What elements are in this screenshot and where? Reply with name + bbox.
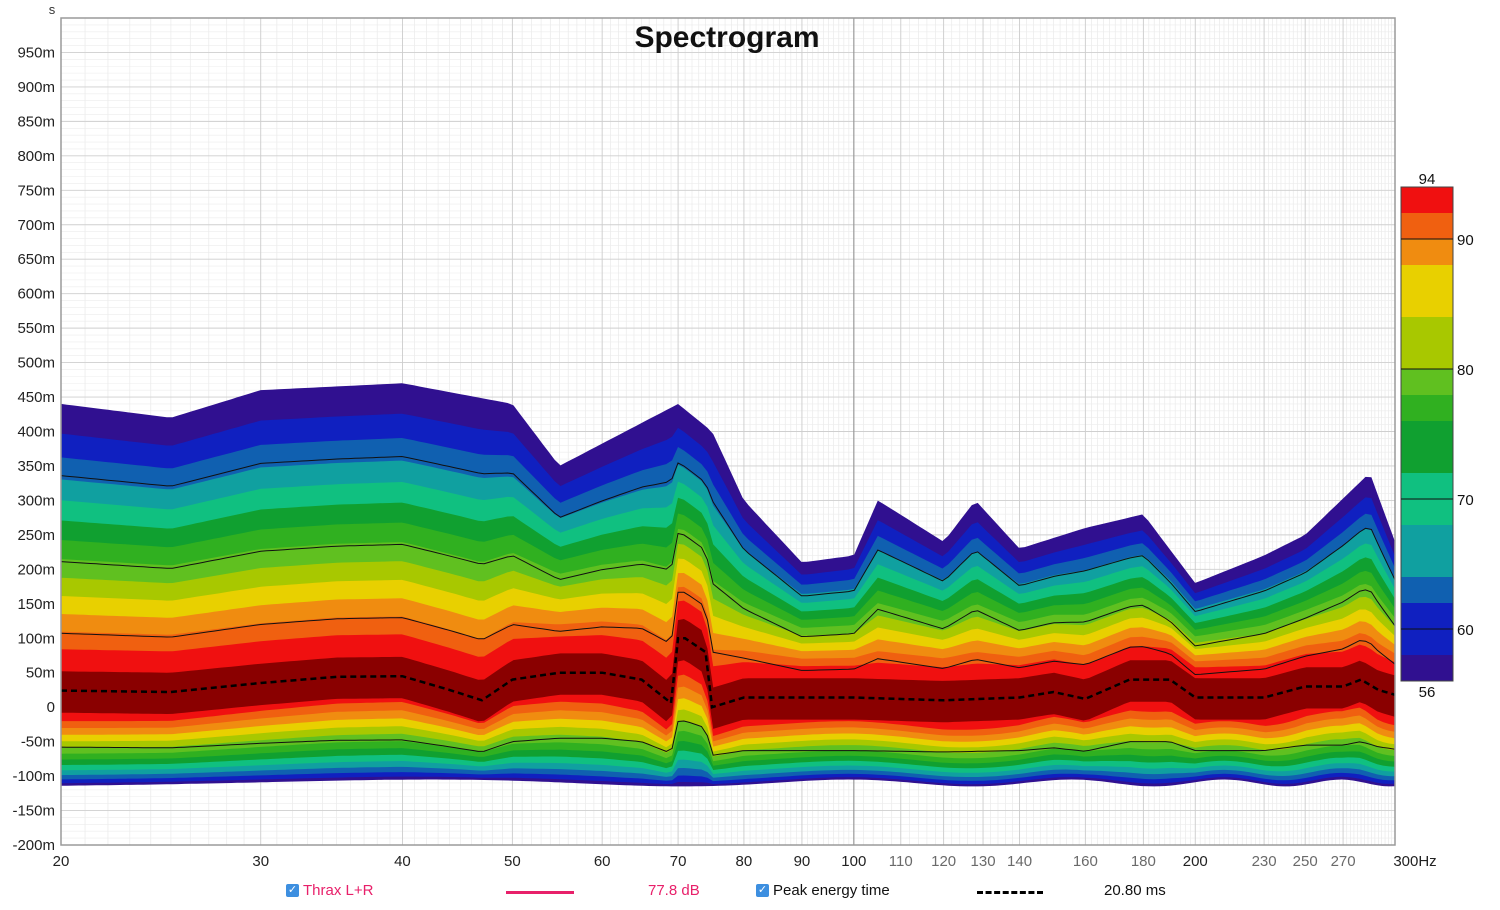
y-tick-label: 950m [17, 44, 55, 61]
colorbar-max-label: 94 [1419, 171, 1436, 188]
y-unit-label: s [49, 2, 56, 17]
x-tick-label: 160 [1073, 853, 1098, 870]
y-tick-label: 800m [17, 148, 55, 165]
measurement-checkbox[interactable]: ✓ [286, 884, 299, 897]
colorbar-frame [1400, 186, 1454, 682]
contour-line [61, 455, 1395, 613]
y-tick-label: -150m [12, 803, 55, 820]
colorbar-band [1401, 213, 1453, 239]
measurement-swatch [506, 891, 574, 894]
x-tick-label: 110 [889, 853, 913, 870]
colorbar-band [1401, 369, 1453, 395]
y-tick-label: 100m [17, 630, 55, 647]
y-tick-label: 150m [17, 596, 55, 613]
y-tick-label: 500m [17, 355, 55, 372]
peak-energy-time-line [61, 637, 1395, 709]
y-tick-label: 550m [17, 320, 55, 337]
y-tick-label: 600m [17, 286, 55, 303]
x-tick-label: 80 [736, 853, 753, 870]
y-tick-label: 0 [47, 699, 55, 716]
x-tick-label: 200 [1183, 853, 1208, 870]
y-tick-label: -100m [12, 768, 55, 785]
y-tick-label: 450m [17, 389, 55, 406]
y-tick-label: 850m [17, 113, 55, 130]
colorbar-band [1401, 239, 1453, 265]
overlay-checkbox[interactable]: ✓ [756, 884, 769, 897]
contour-line [61, 532, 1395, 647]
x-axis: 20 30 40 50 60 70 80 90 100 110 120 130 140 160 180 200… [53, 853, 1437, 870]
x-tick-label: 40 [394, 853, 411, 870]
contour-line [61, 720, 1395, 756]
y-tick-label: 350m [17, 458, 55, 475]
colorbar-band [1401, 265, 1453, 317]
overlay-value: 20.80 ms [1104, 882, 1166, 899]
y-tick-label: 400m [17, 424, 55, 441]
x-tick-label: 300Hz [1393, 853, 1436, 870]
colorbar-band [1401, 525, 1453, 577]
x-tick-label: 60 [594, 853, 611, 870]
colorbar-tick-label: 90 [1457, 232, 1474, 249]
x-tick-label: 230 [1252, 853, 1277, 870]
x-tick-label: 180 [1131, 853, 1156, 870]
measurement-value: 77.8 dB [648, 882, 700, 899]
colorbar-band [1401, 655, 1453, 681]
colorbar-tick-label: 60 [1457, 622, 1474, 639]
colorbar-tick-label: 80 [1457, 362, 1474, 379]
y-tick-label: -200m [12, 837, 55, 854]
x-tick-label: 130 [971, 853, 996, 870]
contour-line [61, 591, 1395, 676]
measurement-name: Thrax L+R [303, 882, 374, 899]
heatmap-core [61, 619, 1395, 729]
y-tick-label: 650m [17, 251, 55, 268]
overlay-lines [61, 637, 1395, 709]
x-tick-label: 50 [504, 853, 521, 870]
colorbar-band [1401, 577, 1453, 603]
x-tick-label: 100 [841, 853, 866, 870]
x-tick-label: 140 [1007, 853, 1032, 870]
x-tick-label: 90 [794, 853, 811, 870]
x-tick-label: 270 [1331, 853, 1356, 870]
y-tick-label: 750m [17, 182, 55, 199]
y-tick-label: 50m [26, 665, 55, 682]
plot-frame [60, 17, 1396, 846]
chart-title: Spectrogram [634, 21, 819, 54]
y-tick-label: 700m [17, 217, 55, 234]
y-axis: 950m 900m 850m 800m 750m 700m 650m 600m 550m 500m… [12, 44, 55, 854]
x-tick-label: 250 [1293, 853, 1318, 870]
overlay-name: Peak energy time [773, 882, 890, 899]
legend: ✓ Thrax L+R 77.8 dB ✓ Peak energy time 2… [0, 878, 1500, 906]
y-tick-label: 900m [17, 79, 55, 96]
colorbar-band [1401, 187, 1453, 213]
colorbar: 90 80 70 60 94 56 [1400, 171, 1474, 701]
x-tick-label: 30 [252, 853, 269, 870]
colorbar-tick-label: 70 [1457, 492, 1474, 509]
y-tick-label: 250m [17, 527, 55, 544]
colorbar-band [1401, 395, 1453, 421]
spectrogram-heatmap [61, 383, 1395, 787]
x-tick-label: 70 [670, 853, 687, 870]
x-tick-label: 120 [931, 853, 956, 870]
x-tick-label: 20 [53, 853, 70, 870]
y-tick-label: 300m [17, 492, 55, 509]
y-tick-label: 200m [17, 561, 55, 578]
colorbar-min-label: 56 [1419, 684, 1436, 701]
colorbar-band [1401, 421, 1453, 473]
colorbar-band [1401, 317, 1453, 369]
overlay-swatch [977, 891, 1043, 894]
y-tick-label: -50m [21, 734, 55, 751]
